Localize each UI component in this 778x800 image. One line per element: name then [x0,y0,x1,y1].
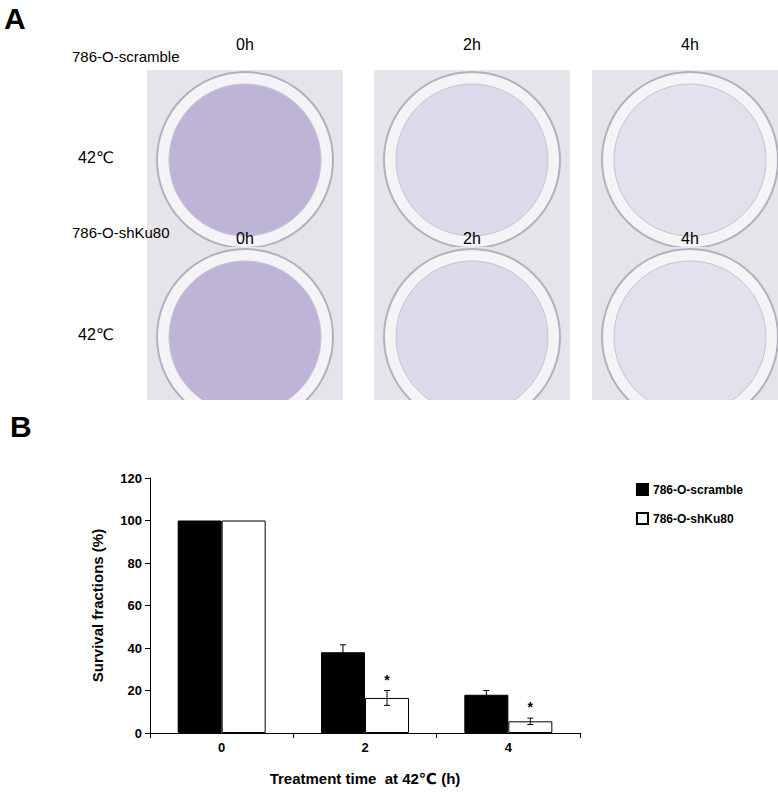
svg-text:120: 120 [120,471,142,486]
svg-text:786-O-scramble: 786-O-scramble [653,483,743,497]
svg-text:786-O-shKu80: 786-O-shKu80 [653,512,734,526]
html-text:B: B [10,410,32,443]
svg-text:0h: 0h [236,230,254,247]
svg-text:2: 2 [361,740,368,755]
svg-text:2h: 2h [463,36,481,53]
svg-text:0: 0 [218,740,225,755]
svg-text:80: 80 [128,556,142,571]
svg-text:0: 0 [135,726,142,741]
svg-text:60: 60 [128,598,142,613]
svg-text:786-O-scramble: 786-O-scramble [72,48,180,65]
svg-text:40: 40 [128,641,142,656]
svg-text:Survival fractions (%): Survival fractions (%) [89,529,106,682]
svg-text:42℃: 42℃ [78,149,114,166]
svg-text:4h: 4h [681,36,699,53]
svg-text:2h: 2h [463,230,481,247]
svg-text:100: 100 [120,513,142,528]
svg-text:*: * [528,699,534,715]
svg-text:0h: 0h [236,36,254,53]
svg-text:20: 20 [128,683,142,698]
svg-text:*: * [384,672,390,688]
svg-text:4: 4 [505,740,513,755]
svg-text:42℃: 42℃ [78,326,114,343]
svg-text:Treatment time at 42℃ (h): Treatment time at 42℃ (h) [270,770,461,787]
svg-text:4h: 4h [681,230,699,247]
svg-text:786-O-shKu80: 786-O-shKu80 [72,224,170,241]
html-text:A: A [4,2,26,35]
